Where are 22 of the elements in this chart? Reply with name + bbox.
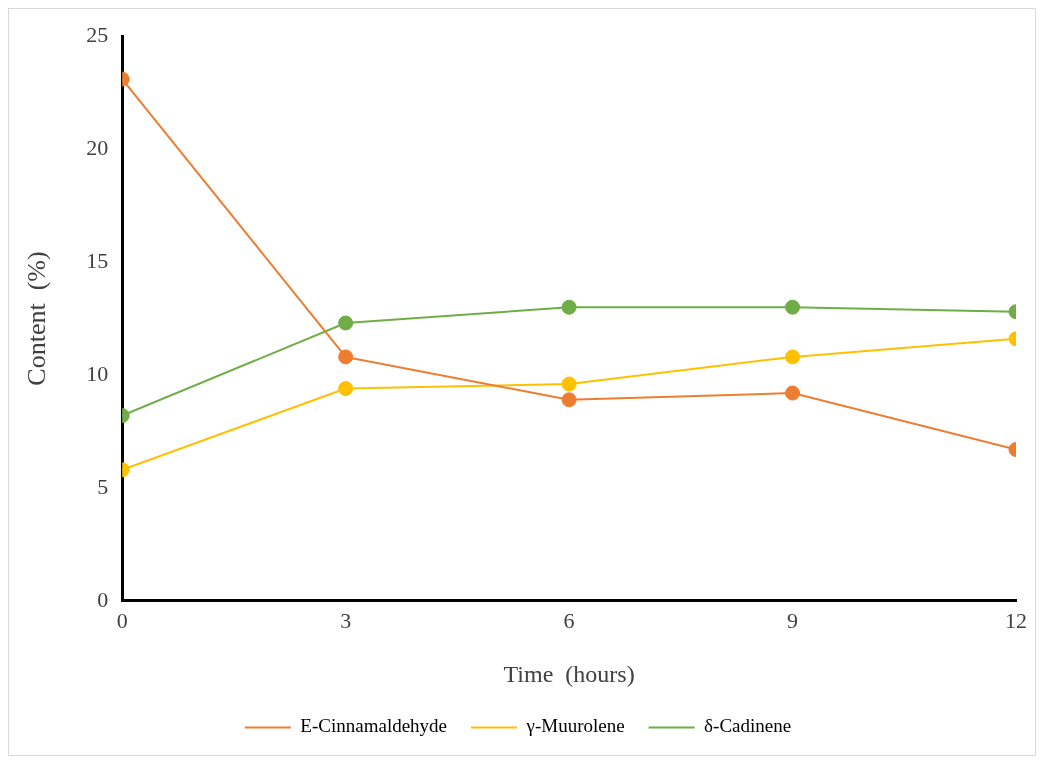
y-tick-label: 20 <box>86 134 109 160</box>
point <box>561 299 577 315</box>
legend-label: E-Cinnamaldehyde <box>300 715 448 737</box>
legend-label: γ-Muurolene <box>525 715 625 737</box>
point <box>338 349 354 365</box>
y-tick-label: 5 <box>97 473 109 499</box>
y-tick-label: 15 <box>86 247 109 273</box>
y-axis-title: Content (%) <box>22 251 52 386</box>
y-tick-label: 0 <box>97 586 109 612</box>
point <box>338 381 354 397</box>
x-tick-label: 9 <box>787 607 799 633</box>
x-tick-label: 6 <box>563 607 575 633</box>
y-tick-label: 25 <box>86 21 109 47</box>
legend-label: δ-Cadinene <box>704 715 792 737</box>
x-tick-label: 3 <box>340 607 352 633</box>
point <box>338 315 354 331</box>
point <box>561 376 577 392</box>
y-tick-label: 10 <box>86 360 109 386</box>
x-axis-title: Time (hours) <box>503 660 635 687</box>
point <box>561 392 577 408</box>
x-tick-label: 12 <box>1005 607 1027 633</box>
x-tick-label: 0 <box>116 607 128 633</box>
